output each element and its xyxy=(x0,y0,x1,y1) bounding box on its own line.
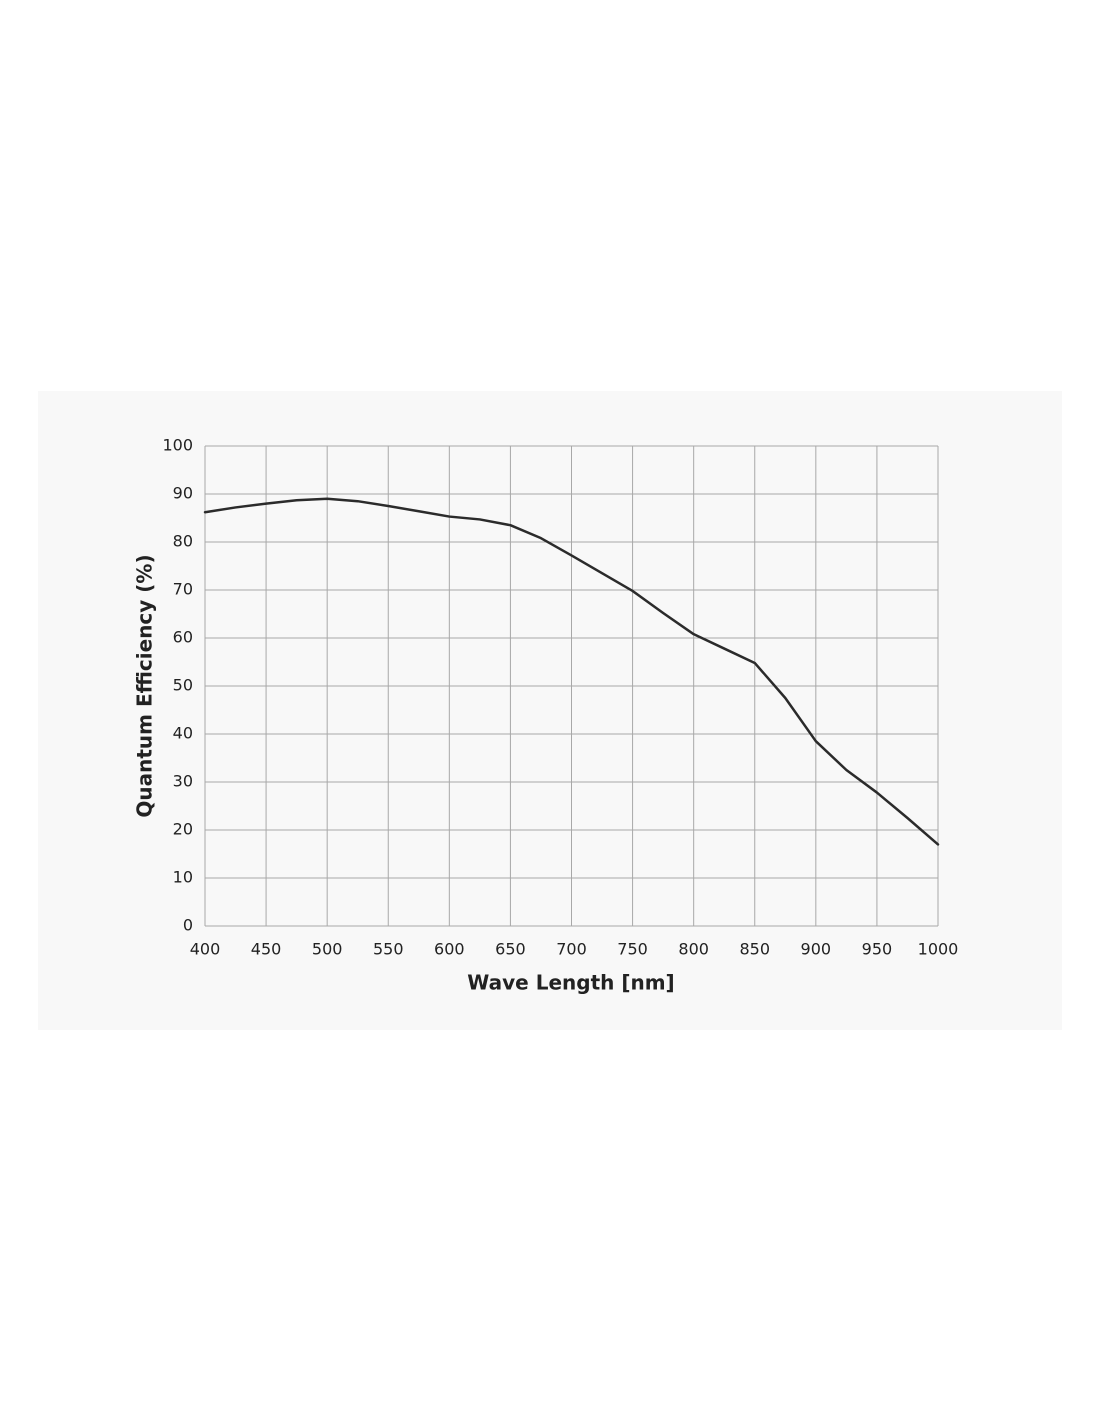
x-tick-label: 600 xyxy=(434,940,465,959)
x-tick-label: 700 xyxy=(556,940,587,959)
y-tick-label: 50 xyxy=(173,676,193,695)
x-tick-label: 900 xyxy=(801,940,832,959)
x-tick-label: 400 xyxy=(190,940,221,959)
data-line xyxy=(203,497,940,846)
y-tick-label: 70 xyxy=(173,580,193,599)
x-tick-label: 800 xyxy=(678,940,709,959)
y-tick-label: 90 xyxy=(173,484,193,503)
y-tick-label: 80 xyxy=(173,532,193,551)
y-axis-title: Quantum Efficiency (%) xyxy=(133,554,157,817)
x-tick-label: 1000 xyxy=(918,940,959,959)
x-tick-label: 550 xyxy=(373,940,404,959)
x-tick-label: 850 xyxy=(739,940,770,959)
y-tick-label: 40 xyxy=(173,724,193,743)
x-tick-label: 450 xyxy=(251,940,282,959)
x-tick-label: 500 xyxy=(312,940,343,959)
y-tick-label: 100 xyxy=(162,436,193,455)
x-tick-label: 950 xyxy=(862,940,893,959)
y-tick-label: 0 xyxy=(183,916,193,935)
y-tick-label: 30 xyxy=(173,772,193,791)
x-axis-title: Wave Length [nm] xyxy=(467,971,674,995)
y-tick-label: 60 xyxy=(173,628,193,647)
y-tick-label: 10 xyxy=(173,868,193,887)
x-tick-label: 650 xyxy=(495,940,526,959)
x-tick-label: 750 xyxy=(617,940,648,959)
chart-panel xyxy=(38,391,1062,1030)
y-tick-label: 20 xyxy=(173,820,193,839)
